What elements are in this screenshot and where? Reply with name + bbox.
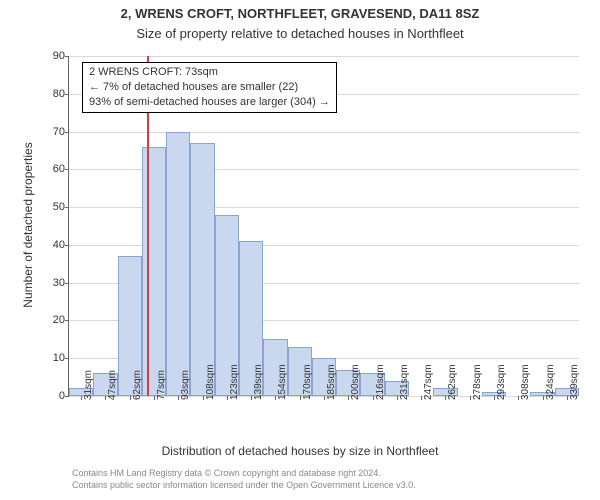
y-tick [65, 94, 69, 95]
y-tick [65, 56, 69, 57]
y-tick-label: 90 [53, 50, 65, 62]
y-tick [65, 132, 69, 133]
x-tick-label: 339sqm [569, 364, 580, 400]
gridline [69, 132, 579, 133]
chart-title-address: 2, WRENS CROFT, NORTHFLEET, GRAVESEND, D… [0, 6, 600, 21]
x-tick-label: 231sqm [399, 364, 410, 400]
x-tick [470, 396, 471, 400]
x-tick-label: 293sqm [496, 364, 507, 400]
y-tick [65, 169, 69, 170]
footer-attribution: Contains HM Land Registry data © Crown c… [72, 468, 416, 491]
annotation-line-3: 93% of semi-detached houses are larger (… [89, 95, 330, 110]
x-tick [154, 396, 155, 400]
x-tick [494, 396, 495, 400]
y-tick [65, 245, 69, 246]
y-tick [65, 283, 69, 284]
x-tick-label: 262sqm [447, 364, 458, 400]
histogram-bar [166, 132, 190, 396]
x-tick [543, 396, 544, 400]
y-axis-label: Number of detached properties [21, 125, 35, 325]
y-tick [65, 358, 69, 359]
y-tick-label: 20 [53, 314, 65, 326]
y-tick [65, 320, 69, 321]
x-tick [130, 396, 131, 400]
x-tick [81, 396, 82, 400]
x-tick [251, 396, 252, 400]
x-tick [300, 396, 301, 400]
y-tick-label: 80 [53, 88, 65, 100]
y-tick-label: 70 [53, 126, 65, 138]
x-axis-label: Distribution of detached houses by size … [0, 444, 600, 458]
x-tick [421, 396, 422, 400]
y-tick-label: 0 [59, 390, 65, 402]
y-tick [65, 207, 69, 208]
footer-line-1: Contains HM Land Registry data © Crown c… [72, 468, 416, 480]
x-tick [227, 396, 228, 400]
y-tick-label: 10 [53, 352, 65, 364]
annotation-line-2: ← 7% of detached houses are smaller (22) [89, 80, 330, 95]
chart-container: 2, WRENS CROFT, NORTHFLEET, GRAVESEND, D… [0, 0, 600, 500]
x-tick [324, 396, 325, 400]
y-tick-label: 40 [53, 239, 65, 251]
x-tick [203, 396, 204, 400]
x-tick [567, 396, 568, 400]
histogram-bar [142, 147, 166, 396]
x-tick [373, 396, 374, 400]
footer-line-2: Contains public sector information licen… [72, 480, 416, 492]
annotation-box: 2 WRENS CROFT: 73sqm ← 7% of detached ho… [82, 62, 337, 113]
annotation-line-1: 2 WRENS CROFT: 73sqm [89, 65, 330, 80]
y-tick-label: 50 [53, 201, 65, 213]
y-tick-label: 60 [53, 163, 65, 175]
y-tick-label: 30 [53, 277, 65, 289]
chart-subtitle: Size of property relative to detached ho… [0, 26, 600, 41]
x-tick [397, 396, 398, 400]
histogram-bar [190, 143, 214, 396]
y-tick [65, 396, 69, 397]
gridline [69, 56, 579, 57]
